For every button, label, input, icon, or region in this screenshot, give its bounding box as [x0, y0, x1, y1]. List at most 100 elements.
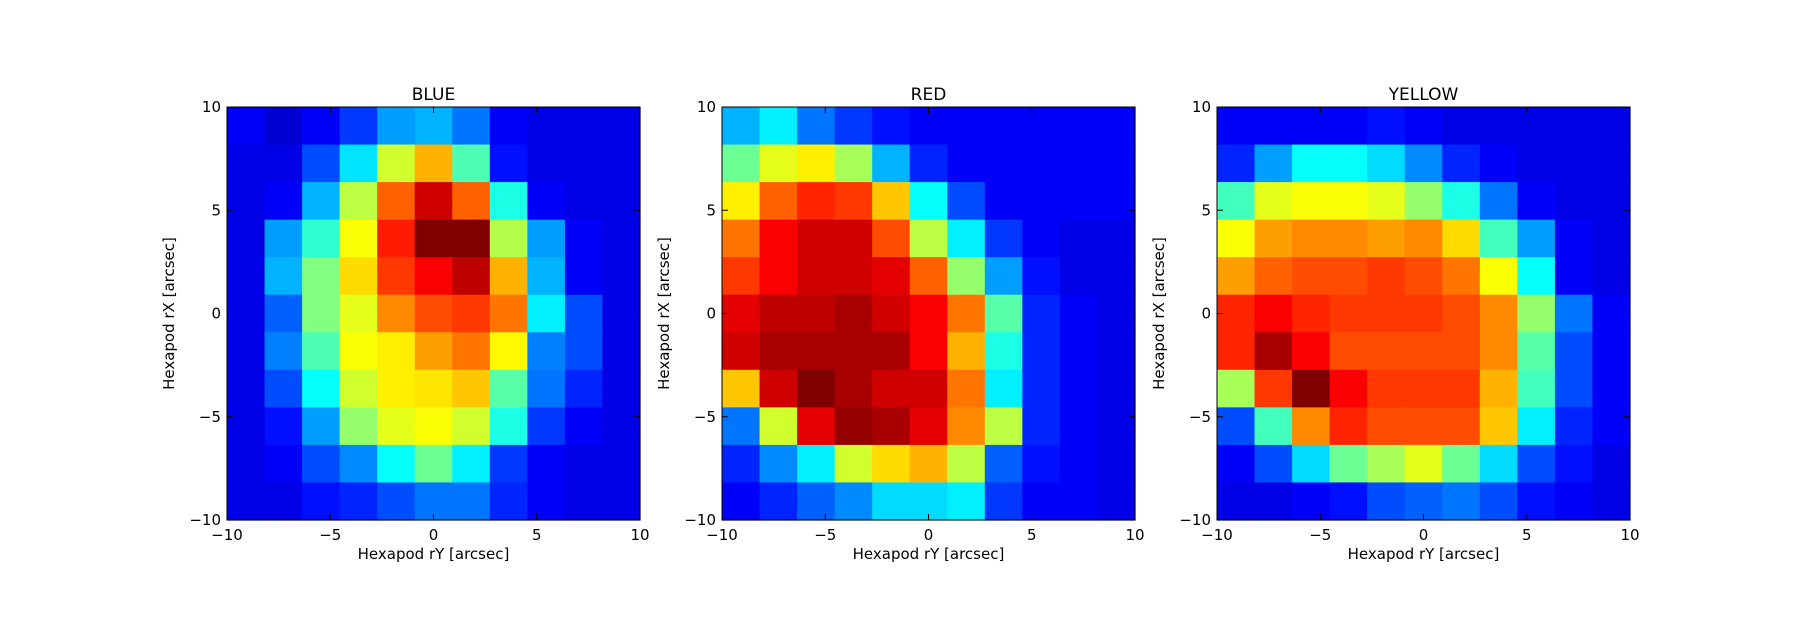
x-tick-label: 10 — [1125, 526, 1144, 544]
heatmap-cell — [1442, 407, 1481, 446]
heatmap-cell — [1059, 369, 1099, 408]
heatmap-cell — [452, 407, 491, 446]
heatmap-cell — [302, 444, 341, 484]
heatmap-cell — [414, 369, 453, 408]
heatmap-cell — [452, 257, 491, 296]
chart-title-yellow: YELLOW — [1388, 85, 1459, 105]
heatmap-cell — [227, 144, 266, 183]
heatmap-cell — [797, 182, 836, 221]
heatmap-cell — [1479, 144, 1518, 183]
heatmap-cell — [414, 219, 453, 258]
heatmap-cell — [527, 257, 566, 296]
heatmap-cell — [1592, 182, 1631, 221]
heatmap-cell — [797, 257, 836, 296]
heatmap-cell — [1059, 257, 1099, 296]
y-tick-label: 5 — [1201, 201, 1211, 219]
y-axis-label: Hexapod rX [arcsec] — [655, 237, 673, 390]
heatmap-cell — [984, 444, 1023, 484]
heatmap-cell — [602, 332, 641, 371]
heatmap-cell — [227, 107, 266, 146]
heatmap-cell — [1217, 332, 1256, 371]
y-tick-label: 0 — [1201, 305, 1211, 323]
heatmap-cell — [1022, 144, 1061, 183]
heatmap-cell — [722, 144, 761, 183]
heatmap-cell — [564, 444, 604, 484]
heatmap-cell — [489, 444, 528, 484]
y-tick-label: −10 — [189, 511, 221, 529]
heatmap-cell — [227, 482, 266, 521]
heatmap-cell — [564, 407, 604, 446]
heatmap-cell — [909, 294, 948, 333]
heatmap-cell — [1097, 482, 1136, 521]
heatmap-cell — [1442, 294, 1481, 333]
y-tick-label: 0 — [706, 305, 716, 323]
heatmap-cell — [489, 257, 528, 296]
heatmap-cell — [302, 257, 341, 296]
heatmap-cell — [722, 407, 761, 446]
heatmap-cell — [1517, 257, 1556, 296]
heatmap-cell — [984, 182, 1023, 221]
x-tick-label: −10 — [706, 526, 738, 544]
heatmap-cell — [564, 144, 604, 183]
heatmap-cell — [1592, 144, 1631, 183]
heatmap-cell — [377, 219, 416, 258]
heatmap-cell — [1022, 444, 1061, 484]
heatmap-cell — [564, 294, 604, 333]
heatmap-cell — [1479, 182, 1518, 221]
heatmap-cell — [1367, 444, 1406, 484]
heatmap-cell — [1059, 407, 1099, 446]
heatmap-cell — [1367, 369, 1406, 408]
heatmap-cell — [1059, 107, 1099, 146]
heatmap-cell — [872, 369, 911, 408]
heatmap-cell — [947, 369, 986, 408]
heatmap-cell — [797, 444, 836, 484]
heatmap-cell — [452, 444, 491, 484]
heatmap-cell — [947, 482, 986, 521]
heatmap-cell — [377, 257, 416, 296]
heatmap-cell — [1592, 407, 1631, 446]
heatmap-cell — [722, 257, 761, 296]
heatmap-cell — [1292, 482, 1331, 521]
heatmap-cell — [1254, 369, 1293, 408]
heatmap-cell — [872, 107, 911, 146]
heatmap-cell — [1517, 107, 1556, 146]
heatmap-cell — [947, 182, 986, 221]
x-tick-label: −5 — [319, 526, 341, 544]
heatmap-cell — [797, 482, 836, 521]
heatmap-cell — [797, 107, 836, 146]
heatmap-cell — [602, 444, 641, 484]
heatmap-cell — [872, 257, 911, 296]
heatmap-cell — [414, 182, 453, 221]
heatmap-cell — [984, 257, 1023, 296]
heatmap-cell — [759, 107, 798, 146]
heatmap-cell — [797, 144, 836, 183]
heatmap-cell — [1479, 407, 1518, 446]
heatmap-cell — [1517, 407, 1556, 446]
heatmap-cell — [722, 332, 761, 371]
heatmap-cell — [489, 107, 528, 146]
heatmap-cell — [1517, 369, 1556, 408]
heatmap-cell — [452, 482, 491, 521]
heatmap-cell — [872, 144, 911, 183]
heatmap-cell — [834, 407, 873, 446]
heatmap-cell — [1217, 407, 1256, 446]
heatmap-cell — [1592, 107, 1631, 146]
heatmap-cell — [984, 219, 1023, 258]
heatmap-cell — [1367, 257, 1406, 296]
heatmap-cell — [564, 332, 604, 371]
x-tick-label: −5 — [814, 526, 836, 544]
heatmap-cell — [227, 294, 266, 333]
heatmap-cell — [759, 369, 798, 408]
heatmap-cell — [302, 369, 341, 408]
heatmap-cell — [602, 369, 641, 408]
y-tick-label: −5 — [199, 408, 221, 426]
heatmap-cell — [722, 182, 761, 221]
heatmap-cell — [947, 107, 986, 146]
heatmap-cell — [264, 407, 303, 446]
heatmap-cell — [1367, 107, 1406, 146]
heatmap-cell — [1404, 144, 1443, 183]
heatmap-cell — [302, 482, 341, 521]
x-tick-label: −10 — [1201, 526, 1233, 544]
heatmap-cell — [1097, 219, 1136, 258]
heatmap-cell — [834, 107, 873, 146]
